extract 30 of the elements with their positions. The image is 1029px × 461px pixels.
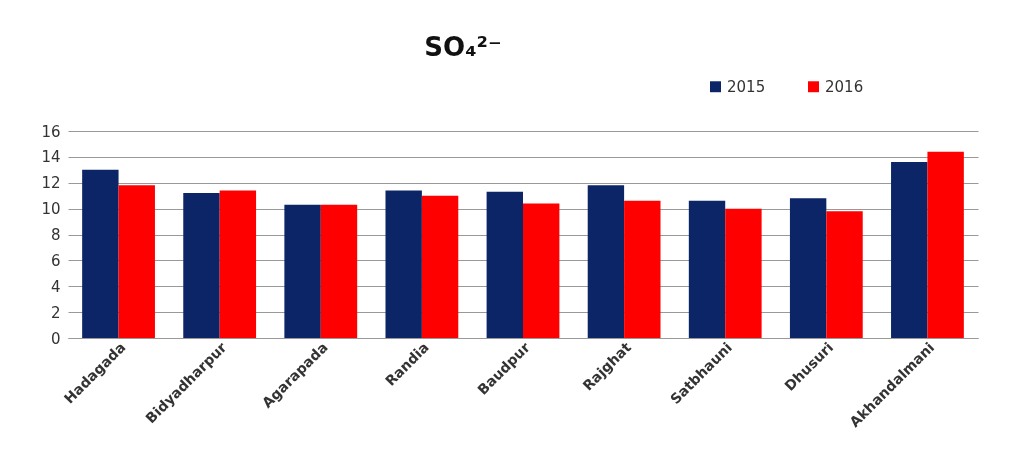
- bar: [523, 203, 560, 338]
- bar: [789, 198, 827, 338]
- y-tick-label: 10: [41, 200, 61, 219]
- y-tick-label: 6: [50, 251, 61, 270]
- bar: [725, 208, 762, 338]
- bar: [486, 191, 523, 338]
- bar: [688, 200, 726, 338]
- bar: [320, 204, 358, 338]
- y-tick-label: 16: [41, 122, 61, 141]
- bar: [587, 185, 625, 338]
- y-tick-label: 4: [50, 277, 61, 296]
- y-tick-label: 8: [50, 226, 61, 244]
- bar: [891, 162, 928, 338]
- bar: [624, 200, 661, 338]
- y-tick-label: 0: [50, 329, 61, 348]
- bar: [284, 204, 321, 338]
- bar: [826, 211, 863, 338]
- legend-label: 2016: [825, 77, 864, 96]
- bar: [82, 169, 119, 338]
- chart-title: SO₄²⁻: [424, 32, 502, 62]
- bar: [927, 151, 964, 338]
- bar: [385, 190, 422, 338]
- bar: [118, 185, 155, 338]
- y-tick-label: 12: [41, 174, 61, 193]
- bar: [183, 193, 220, 338]
- legend-label: 2015: [727, 77, 766, 96]
- bar: [421, 195, 459, 338]
- y-tick-label: 2: [50, 303, 61, 322]
- y-tick-label: 14: [41, 148, 61, 167]
- bar: [219, 190, 257, 338]
